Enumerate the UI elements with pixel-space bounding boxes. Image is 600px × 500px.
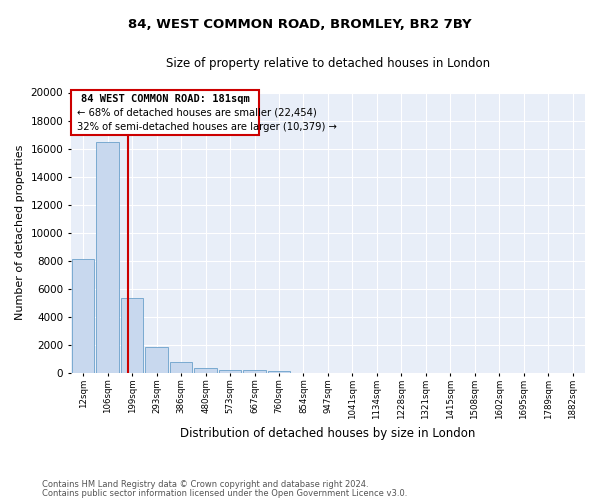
Bar — [170, 362, 193, 372]
Text: Contains public sector information licensed under the Open Government Licence v3: Contains public sector information licen… — [42, 488, 407, 498]
Bar — [72, 259, 94, 372]
Text: ← 68% of detached houses are smaller (22,454): ← 68% of detached houses are smaller (22… — [77, 108, 317, 118]
Bar — [145, 347, 168, 372]
Text: 84 WEST COMMON ROAD: 181sqm: 84 WEST COMMON ROAD: 181sqm — [81, 94, 250, 104]
FancyBboxPatch shape — [71, 90, 259, 134]
Text: Contains HM Land Registry data © Crown copyright and database right 2024.: Contains HM Land Registry data © Crown c… — [42, 480, 368, 489]
Y-axis label: Number of detached properties: Number of detached properties — [15, 145, 25, 320]
Bar — [268, 371, 290, 372]
Text: 32% of semi-detached houses are larger (10,379) →: 32% of semi-detached houses are larger (… — [77, 122, 337, 132]
Bar — [243, 370, 266, 372]
Bar — [194, 368, 217, 372]
Bar — [219, 370, 241, 372]
Bar — [121, 298, 143, 372]
X-axis label: Distribution of detached houses by size in London: Distribution of detached houses by size … — [180, 427, 476, 440]
Bar — [97, 142, 119, 372]
Title: Size of property relative to detached houses in London: Size of property relative to detached ho… — [166, 58, 490, 70]
Text: 84, WEST COMMON ROAD, BROMLEY, BR2 7BY: 84, WEST COMMON ROAD, BROMLEY, BR2 7BY — [128, 18, 472, 30]
